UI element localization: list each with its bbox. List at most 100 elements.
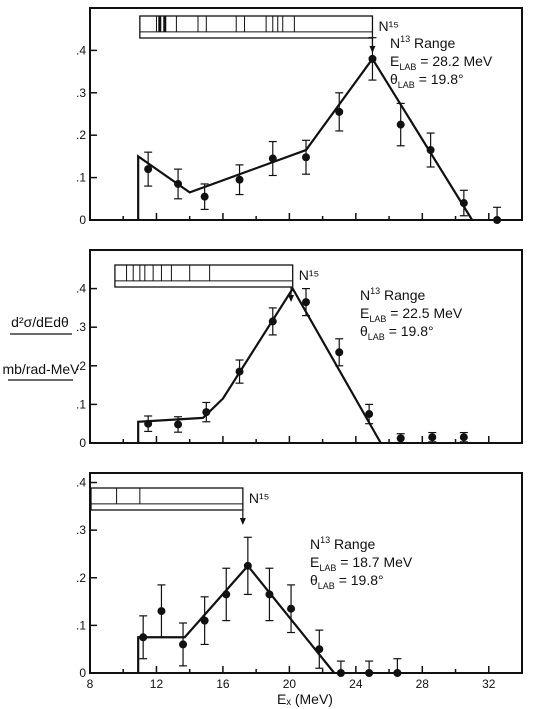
y-tick-label: 0 (79, 666, 86, 680)
info-line: N13 Range (310, 535, 375, 552)
plot-frame (89, 249, 523, 444)
data-point (287, 604, 296, 613)
info-main: E (310, 554, 319, 570)
data-point (157, 607, 166, 616)
info-main: θ (360, 323, 368, 339)
y-tick-label: .4 (76, 43, 86, 57)
info-subscript: LAB (369, 314, 386, 324)
data-point (393, 669, 402, 677)
data-point (302, 153, 310, 162)
plot-frame (89, 7, 523, 221)
data-point (235, 367, 244, 376)
range-arrowhead (288, 295, 295, 302)
data-point (335, 107, 344, 116)
data-point (396, 120, 405, 129)
data-point (179, 640, 188, 649)
info-line: θLAB = 19.8° (360, 323, 434, 342)
x-tick-label: 32 (482, 677, 496, 691)
info-subscript: LAB (318, 581, 335, 591)
data-point (368, 54, 377, 63)
data-point (302, 298, 310, 307)
x-tick-label: 16 (216, 677, 230, 691)
data-point (174, 179, 183, 188)
info-subscript: LAB (399, 62, 416, 72)
data-point (174, 420, 183, 429)
y-tick-label: .3 (76, 86, 86, 100)
info-main: θ (310, 572, 318, 588)
info-main: θ (390, 71, 398, 87)
fit-line (137, 286, 382, 444)
data-point (200, 192, 209, 201)
info-rest: = 19.8° (385, 323, 434, 339)
info-rest: = 19.8° (335, 572, 384, 588)
data-point (222, 590, 231, 599)
range-end-label: N¹⁵ (378, 18, 399, 34)
data-point (235, 175, 244, 184)
y-axis-title-bottom: mb/rad-MeV (2, 361, 80, 377)
data-point (265, 590, 274, 599)
info-main: N (310, 536, 320, 552)
x-tick-label: 8 (87, 677, 94, 691)
data-point (268, 154, 277, 163)
range-bar (90, 487, 244, 511)
y-tick-label: .3 (76, 320, 86, 334)
info-rest: Range (380, 287, 425, 303)
data-point (144, 419, 153, 428)
x-axis-title: Eₓ (MeV) (277, 691, 333, 707)
info-line: ELAB = 18.7 MeV (310, 554, 413, 573)
y-tick-label: .3 (76, 523, 86, 537)
data-point (335, 348, 344, 357)
data-point (243, 561, 252, 570)
range-bar (139, 15, 374, 39)
range-end-label: N¹⁵ (249, 490, 270, 506)
data-point (396, 434, 405, 443)
fit-line (137, 56, 474, 221)
data-point (202, 408, 211, 417)
info-rest: Range (410, 35, 455, 51)
x-tick-label: 20 (283, 677, 297, 691)
info-rest: = 18.7 MeV (336, 554, 413, 570)
y-axis-title-top: d²σ/dEdθ (11, 314, 69, 330)
y-tick-label: .1 (76, 171, 86, 185)
data-point (493, 216, 502, 224)
plot-frame (89, 472, 523, 674)
data-point (268, 317, 277, 326)
y-tick-label: .1 (76, 397, 86, 411)
info-main: E (360, 305, 369, 321)
data-point (139, 633, 148, 642)
y-tick-label: .2 (76, 571, 86, 585)
info-superscript: 13 (370, 286, 380, 296)
range-bar (114, 264, 294, 288)
info-main: E (390, 53, 399, 69)
y-tick-label: .2 (76, 128, 86, 142)
data-point (459, 199, 468, 208)
y-tick-label: .4 (76, 476, 86, 490)
info-subscript: LAB (398, 80, 415, 90)
data-point (315, 645, 324, 654)
info-line: ELAB = 28.2 MeV (390, 53, 493, 72)
x-tick-label: 24 (349, 677, 363, 691)
info-rest: Range (330, 536, 375, 552)
y-tick-label: .2 (76, 359, 86, 373)
info-subscript: LAB (319, 563, 336, 573)
range-end-label: N¹⁵ (299, 267, 320, 283)
y-tick-label: .4 (76, 282, 86, 296)
info-superscript: 13 (400, 34, 410, 44)
y-tick-label: 0 (79, 213, 86, 227)
info-line: θLAB = 19.8° (310, 572, 384, 591)
info-subscript: LAB (368, 332, 385, 342)
data-point (426, 146, 435, 155)
info-line: N13 Range (390, 34, 455, 51)
info-line: θLAB = 19.8° (390, 71, 464, 90)
fit-line (137, 564, 336, 674)
data-point (365, 669, 374, 677)
info-rest: = 28.2 MeV (416, 53, 493, 69)
data-point (336, 669, 345, 677)
y-tick-label: 0 (79, 436, 86, 450)
data-point (144, 165, 153, 174)
data-point (459, 433, 468, 442)
info-superscript: 13 (320, 535, 330, 545)
